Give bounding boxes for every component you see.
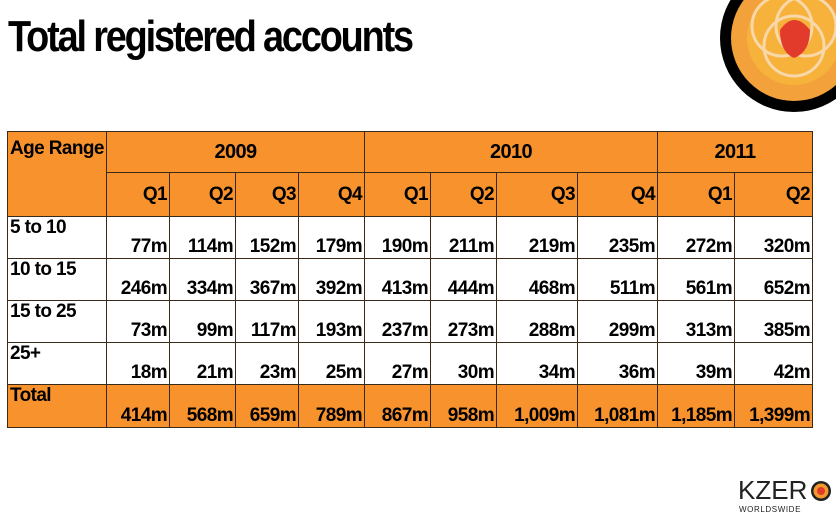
quarter-header: Q2 [734,172,813,217]
quarter-header: Q2 [430,172,497,217]
table-cell: 114m [169,216,236,259]
year-header: 2010 [364,131,658,173]
total-cell: 414m [106,384,170,428]
age-range-header: Age Range [7,131,107,217]
table-cell: 23m [235,342,299,385]
table-cell: 25m [298,342,365,385]
table-cell: 179m [298,216,365,259]
quarter-header: Q4 [298,172,365,217]
table-cell: 468m [496,258,578,301]
total-cell: 1,009m [496,384,578,428]
table-cell: 117m [235,300,299,343]
table-cell: 18m [106,342,170,385]
brand-o-circle-icon [811,481,831,501]
quarter-header: Q3 [496,172,578,217]
quarter-header: Q1 [657,172,735,217]
table-row: 15 to 25 73m 99m 117m 193m 237m 273m 288m 299m 31… [7,300,813,343]
year-header: 2009 [106,131,365,173]
quarter-header: Q1 [106,172,170,217]
row-label: 25+ [7,342,107,385]
table-cell: 334m [169,258,236,301]
table-cell: 272m [657,216,735,259]
quarter-header: Q1 [364,172,431,217]
total-cell: 1,081m [577,384,658,428]
table-cell: 211m [430,216,497,259]
table-cell: 313m [657,300,735,343]
page-title: Total registered accounts [8,12,414,61]
table-cell: 413m [364,258,431,301]
total-row: Total 414m 568m 659m 789m 867m 958m 1,009m 1,081… [7,384,813,428]
table-cell: 235m [577,216,658,259]
table-cell: 77m [106,216,170,259]
table-cell: 152m [235,216,299,259]
table-cell: 652m [734,258,813,301]
total-cell: 958m [430,384,497,428]
year-header: 2011 [657,131,813,173]
table-cell: 385m [734,300,813,343]
total-cell: 1,185m [657,384,735,428]
brand-name: KZER [738,475,808,505]
table-cell: 99m [169,300,236,343]
table-cell: 444m [430,258,497,301]
table-row: 5 to 10 77m 114m 152m 179m 190m 211m 219m 235m 27… [7,216,813,259]
brand-tagline: WORLDSWIDE [739,505,801,514]
table-cell: 246m [106,258,170,301]
table-cell: 273m [430,300,497,343]
row-label: 15 to 25 [7,300,107,343]
table-cell: 392m [298,258,365,301]
table-cell: 561m [657,258,735,301]
table-row: 10 to 15 246m 334m 367m 392m 413m 444m 468m 511m… [7,258,813,301]
total-cell: 867m [364,384,431,428]
table-cell: 39m [657,342,735,385]
quarter-header: Q3 [235,172,299,217]
total-cell: 659m [235,384,299,428]
table-cell: 511m [577,258,658,301]
table-cell: 367m [235,258,299,301]
kzero-brand-logo: KZER WORLDSWIDE [738,475,833,517]
table-cell: 190m [364,216,431,259]
table-cell: 193m [298,300,365,343]
table-cell: 219m [496,216,578,259]
total-label: Total [7,384,107,428]
total-cell: 568m [169,384,236,428]
row-label: 10 to 15 [7,258,107,301]
table-cell: 36m [577,342,658,385]
table-row: 25+ 18m 21m 23m 25m 27m 30m 34m 36m 39m 42m [7,342,813,385]
total-cell: 1,399m [734,384,813,428]
quarter-header: Q2 [169,172,236,217]
table-cell: 42m [734,342,813,385]
table-cell: 237m [364,300,431,343]
decorative-circle-logo-icon [720,0,836,112]
table-cell: 27m [364,342,431,385]
accounts-table: Age Range 2009 2010 2011 Q1 Q2 Q3 Q4 Q1 Q2 Q3 Q4 Q1 Q… [7,131,813,428]
row-label: 5 to 10 [7,216,107,259]
table-cell: 73m [106,300,170,343]
table-cell: 21m [169,342,236,385]
table-cell: 320m [734,216,813,259]
total-cell: 789m [298,384,365,428]
quarter-header: Q4 [577,172,658,217]
table-cell: 288m [496,300,578,343]
table-cell: 30m [430,342,497,385]
table-cell: 299m [577,300,658,343]
table-cell: 34m [496,342,578,385]
